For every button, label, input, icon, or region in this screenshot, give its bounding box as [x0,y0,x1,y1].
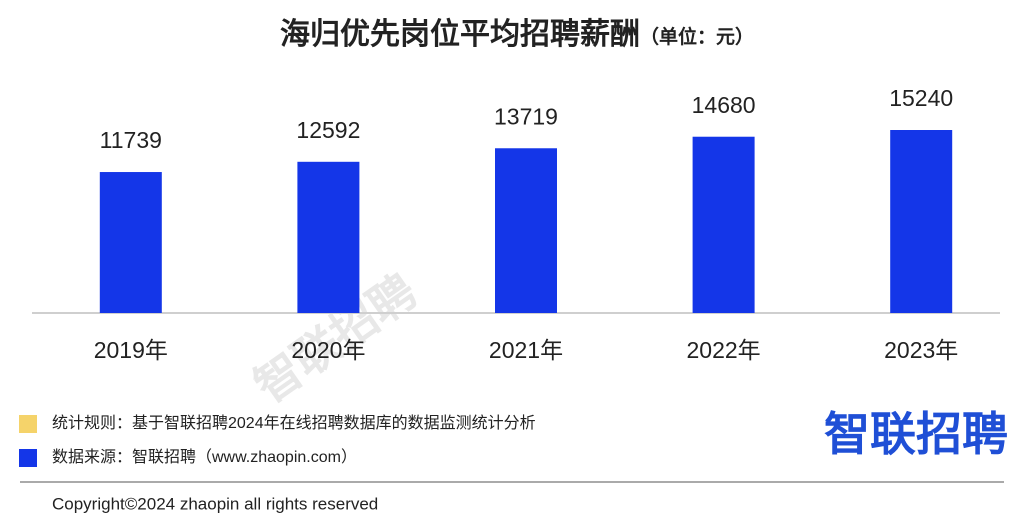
value-label: 14680 [692,92,756,118]
x-tick-label: 2019年 [94,337,168,363]
bar [692,136,755,313]
bar [99,172,162,313]
note-swatch [19,415,37,433]
bar [495,148,557,313]
value-label: 11739 [100,127,162,153]
value-label: 15240 [889,85,953,111]
x-tick-label: 2023年 [884,337,958,363]
value-label: 13719 [494,103,558,129]
bar [297,161,360,313]
value-label: 12592 [296,117,360,143]
note-text: 数据来源：智联招聘（www.zhaopin.com） [52,448,357,466]
note-text: 统计规则：基于智联招聘2024年在线招聘数据库的数据监测统计分析 [52,414,536,432]
x-tick-label: 2021年 [489,337,563,363]
note-swatch [19,449,37,467]
copyright: Copyright©2024 zhaopin all rights reserv… [52,494,378,513]
x-tick-label: 2020年 [291,337,365,363]
logo: 智联招聘 [824,408,1008,460]
bar [890,130,953,313]
chart-subtitle: （单位：元） [640,25,754,48]
x-tick-label: 2022年 [687,337,761,363]
chart-title: 海归优先岗位平均招聘薪酬 [280,17,640,51]
